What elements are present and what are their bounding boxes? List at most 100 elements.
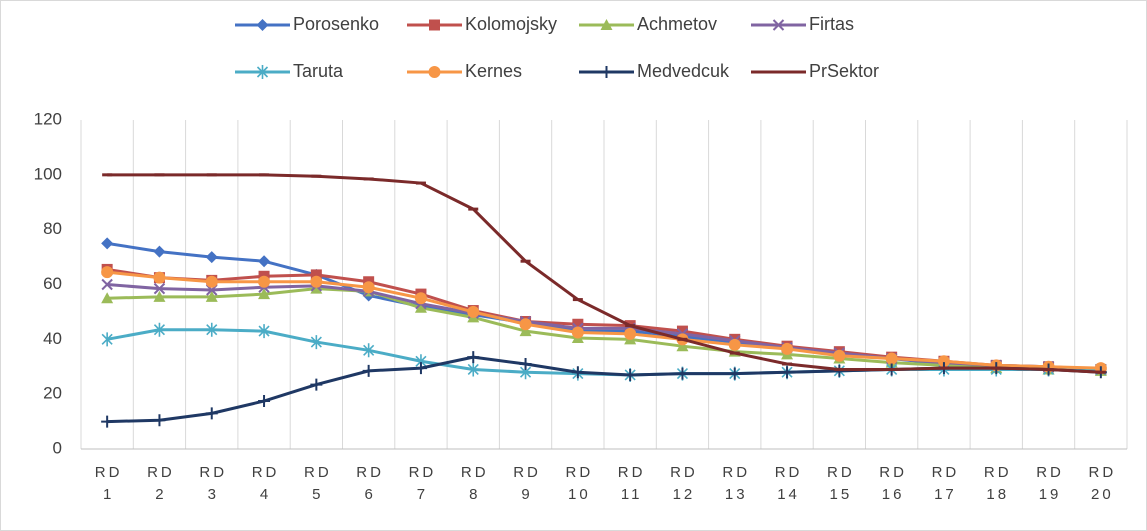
marker [519, 358, 532, 371]
marker [205, 251, 218, 264]
marker [937, 355, 950, 368]
marker [101, 266, 114, 279]
marker [205, 407, 218, 420]
marker [772, 19, 785, 31]
marker [205, 275, 218, 288]
y-tick-label: 40 [43, 329, 62, 348]
series-line [107, 173, 1101, 374]
x-tick-label: RD 9 [513, 464, 541, 503]
marker [258, 255, 271, 268]
marker [728, 338, 741, 351]
x-tick-label: RD 3 [199, 464, 228, 503]
x-tick-label: RD 11 [617, 464, 646, 503]
marker [101, 292, 114, 304]
marker [206, 322, 218, 337]
marker [414, 301, 427, 313]
marker [153, 414, 166, 427]
marker [467, 305, 480, 318]
marker [258, 324, 270, 339]
marker [429, 19, 440, 31]
legend-label: Kernes [465, 61, 522, 81]
marker [600, 66, 613, 78]
marker [101, 415, 114, 428]
marker [258, 395, 271, 408]
x-tick-label: RD 10 [565, 464, 594, 503]
marker [258, 275, 271, 288]
marker [676, 340, 689, 352]
marker [310, 282, 323, 294]
x-tick-label: RD 5 [304, 464, 332, 503]
marker [624, 327, 637, 340]
x-tick-label: RD 17 [931, 464, 960, 503]
x-tick-label: RD 12 [670, 464, 698, 503]
marker [256, 19, 269, 31]
marker [310, 269, 322, 281]
x-tick-label: RD 15 [827, 464, 855, 503]
marker [363, 343, 375, 358]
marker [781, 366, 794, 379]
marker [101, 278, 113, 291]
x-tick-label: RD 2 [147, 464, 175, 503]
x-tick-label: RD 16 [879, 464, 907, 503]
marker [571, 366, 584, 379]
marker [362, 364, 375, 377]
marker [467, 362, 479, 377]
x-tick-label: RD 14 [774, 464, 803, 503]
marker [101, 332, 113, 347]
marker [519, 325, 532, 337]
marker [428, 66, 441, 78]
marker [676, 367, 689, 380]
marker [833, 349, 846, 362]
y-tick-label: 20 [43, 384, 62, 403]
marker [728, 367, 741, 380]
x-tick-label: RD 6 [356, 464, 384, 503]
marker [310, 335, 322, 350]
marker [153, 271, 166, 284]
marker [153, 290, 166, 302]
marker [101, 237, 114, 250]
marker [310, 275, 323, 288]
legend-label: PrSektor [809, 61, 879, 81]
y-tick-label: 80 [43, 219, 62, 238]
marker [467, 351, 480, 364]
marker [153, 245, 166, 258]
legend-label: Medvedcuk [637, 61, 730, 81]
marker [310, 378, 323, 391]
y-tick-label: 120 [34, 109, 62, 128]
marker [414, 292, 427, 305]
x-tick-label: RD 13 [722, 464, 751, 503]
legend-label: Firtas [809, 14, 854, 34]
x-tick-label: RD 4 [251, 464, 280, 503]
x-tick-label: RD 20 [1088, 464, 1117, 503]
x-tick-label: RD 19 [1036, 464, 1064, 503]
legend-label: Taruta [293, 61, 344, 81]
x-tick-label: RD 1 [94, 464, 123, 503]
marker [676, 325, 688, 337]
marker [571, 326, 584, 339]
y-tick-label: 0 [53, 438, 62, 457]
x-tick-label: RD 7 [408, 464, 437, 503]
marker [362, 281, 375, 294]
marker [885, 352, 898, 365]
marker [153, 282, 166, 295]
marker [205, 290, 218, 302]
marker [781, 342, 794, 355]
marker [572, 318, 584, 330]
series-line [107, 287, 1101, 373]
y-tick-label: 60 [43, 274, 62, 293]
marker [256, 65, 269, 79]
marker [258, 288, 271, 300]
x-tick-label: RD 8 [460, 464, 489, 503]
legend-label: Porosenko [293, 14, 379, 34]
legend-label: Kolomojsky [465, 14, 557, 34]
marker [414, 362, 427, 375]
series-line [106, 270, 1101, 370]
marker [519, 318, 532, 331]
marker [600, 19, 613, 30]
x-tick-label: RD 18 [983, 464, 1012, 503]
marker [153, 322, 166, 337]
y-tick-label: 100 [34, 164, 62, 183]
marker [624, 368, 637, 381]
